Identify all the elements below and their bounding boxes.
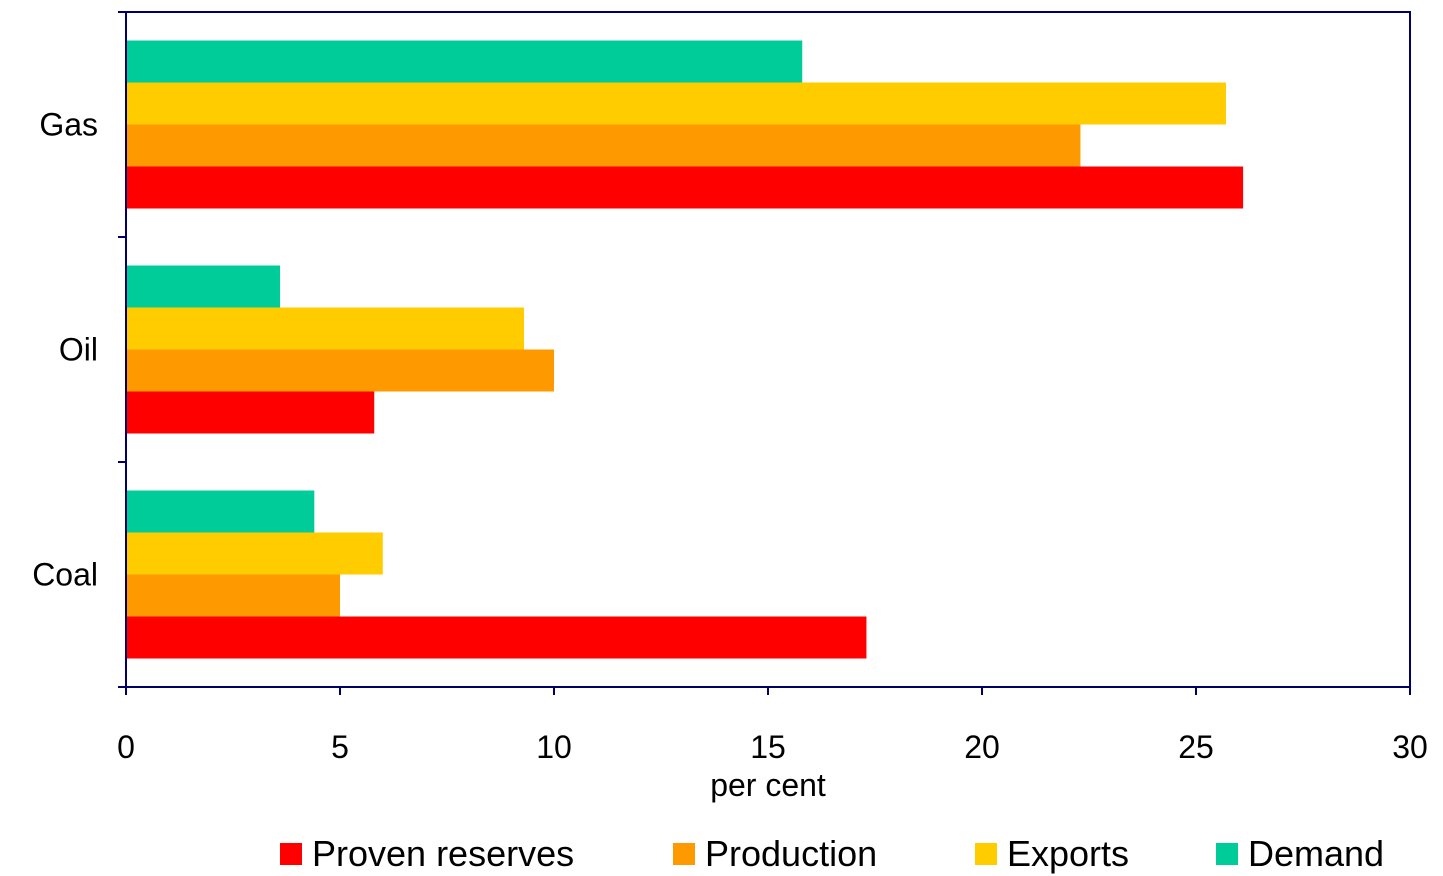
tick-labels-group: 0 5 10 15 20 25 30 <box>117 729 1428 765</box>
x-tick-label-6: 30 <box>1392 729 1428 765</box>
y-category-label-oil: Oil <box>59 332 98 368</box>
legend-label-demand: Demand <box>1248 833 1385 874</box>
legend-label-production: Production <box>705 833 878 874</box>
legend-swatch-proven-reserves <box>280 843 302 865</box>
bar-gas-production <box>126 124 1081 167</box>
axes-group <box>118 11 1411 695</box>
legend-swatch-exports <box>975 843 997 865</box>
bar-coal-production <box>126 574 340 617</box>
bar-oil-exports <box>126 307 525 350</box>
bars-group <box>126 40 1244 659</box>
x-axis-title: per cent <box>710 767 826 803</box>
bar-oil-proven-reserves <box>126 391 375 434</box>
bar-gas-proven-reserves <box>126 166 1244 209</box>
bar-chart: 0 5 10 15 20 25 30 Gas Oil Coal per cent <box>32 11 1428 803</box>
legend-item-production: Production <box>673 833 975 875</box>
bar-coal-demand <box>126 490 315 533</box>
bar-gas-demand <box>126 40 803 83</box>
bar-oil-demand <box>126 265 281 308</box>
x-tick-label-4: 20 <box>964 729 1000 765</box>
y-category-label-gas: Gas <box>39 107 98 143</box>
x-tick-label-3: 15 <box>750 729 786 765</box>
legend-item-exports: Exports <box>975 833 1216 875</box>
legend-label-exports: Exports <box>1007 833 1130 874</box>
x-tick-label-2: 10 <box>536 729 572 765</box>
legend-item-demand: Demand <box>1216 833 1384 875</box>
y-category-label-coal: Coal <box>32 557 98 593</box>
legend-label-proven-reserves: Proven reserves <box>312 833 575 874</box>
legend: Proven reserves Production Exports Deman… <box>280 832 1384 876</box>
bar-coal-proven-reserves <box>126 616 867 659</box>
category-labels-group: Gas Oil Coal <box>32 107 98 593</box>
legend-item-proven-reserves: Proven reserves <box>280 833 673 875</box>
bar-coal-exports <box>126 532 383 575</box>
legend-swatch-production <box>673 843 695 865</box>
x-tick-label-5: 25 <box>1178 729 1214 765</box>
bar-oil-production <box>126 349 554 392</box>
x-tick-label-0: 0 <box>117 729 135 765</box>
legend-swatch-demand <box>1216 843 1238 865</box>
x-tick-label-1: 5 <box>331 729 349 765</box>
bar-gas-exports <box>126 82 1226 125</box>
